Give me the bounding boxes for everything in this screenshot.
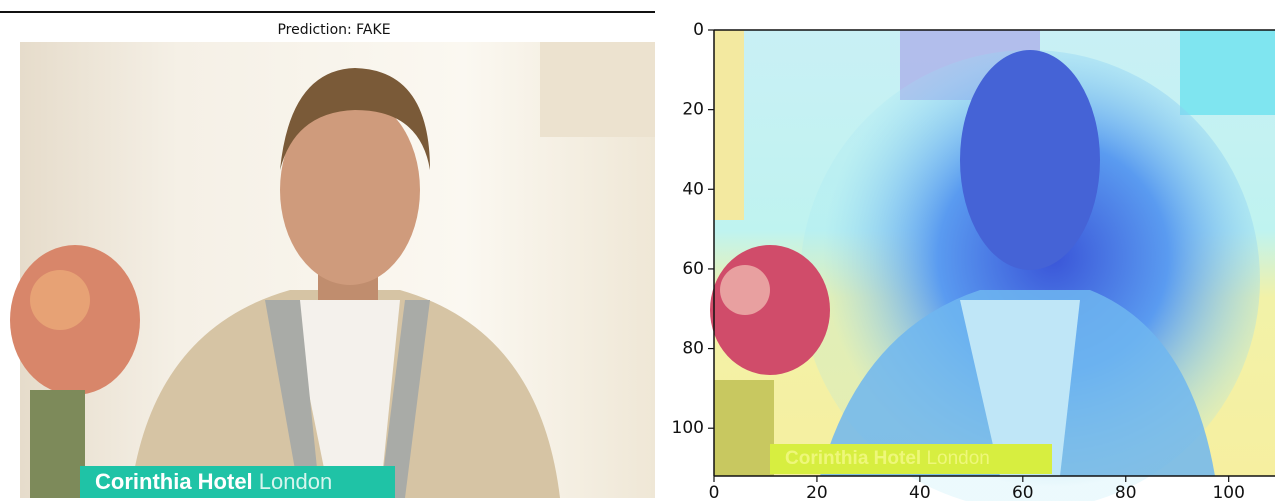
heat-caption-sub: London — [926, 448, 989, 469]
x-tick-label: 20 — [806, 483, 828, 501]
caption-bold: Corinthia Hotel London — [95, 469, 332, 494]
y-tick-label: 40 — [682, 179, 704, 199]
y-tick-label: 60 — [682, 259, 704, 279]
x-tick-label: 0 — [709, 483, 720, 501]
x-tick-label: 40 — [909, 483, 931, 501]
heat-caption-main: Corinthia Hotel — [785, 448, 921, 469]
x-tick-label: 80 — [1115, 483, 1137, 501]
screenshot: Prediction: FAKE Corinthia Hotel London … — [0, 0, 1275, 501]
y-tick-label: 80 — [682, 339, 704, 359]
y-tick-label: 20 — [682, 100, 704, 120]
heat-caption: Corinthia Hotel London — [785, 448, 990, 469]
x-tick-label: 100 — [1212, 483, 1244, 501]
x-tick-label: 60 — [1012, 483, 1034, 501]
y-tick-label: 0 — [693, 20, 704, 40]
panel-title: Prediction: FAKE — [277, 22, 390, 38]
heatmap — [710, 30, 1275, 501]
caption-main: Corinthia Hotel — [95, 469, 253, 494]
caption-sub: London — [259, 469, 332, 494]
photo — [10, 42, 655, 498]
y-tick-label: 100 — [672, 418, 704, 438]
